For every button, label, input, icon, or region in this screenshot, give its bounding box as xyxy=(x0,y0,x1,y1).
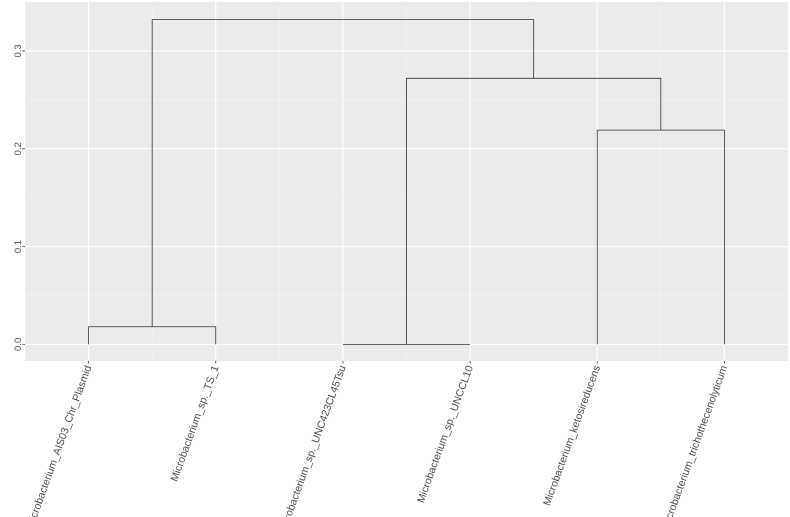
leaf-label: Microbacterium_AIS03_Chr_Plasmid xyxy=(24,364,94,517)
y-axis: 0.0 0.1 0.2 0.3 xyxy=(13,44,25,351)
dendrogram-branches xyxy=(88,19,725,345)
leaf-label: Microbacterium_sp._UNC423CL45Tsu xyxy=(276,364,349,517)
leaf-label: Microbacterium_sp._UNCCL10 xyxy=(415,364,476,505)
leaf-label: Microbacterium_ketosireducens xyxy=(541,364,603,507)
y-tick-label: 0.0 xyxy=(13,338,24,351)
y-tick-label: 0.2 xyxy=(13,142,24,155)
dendrogram-branch xyxy=(151,19,535,327)
x-axis: Microbacterium_AIS03_Chr_Plasmid Microbac… xyxy=(24,361,730,517)
leaf-label: Microbacterium_trichothecenolyticum xyxy=(660,364,731,517)
y-tick-label: 0.3 xyxy=(13,44,24,57)
y-tick-label: 0.1 xyxy=(13,240,24,253)
leaf-label: Microbacterium_sp._TS_1 xyxy=(168,364,221,483)
